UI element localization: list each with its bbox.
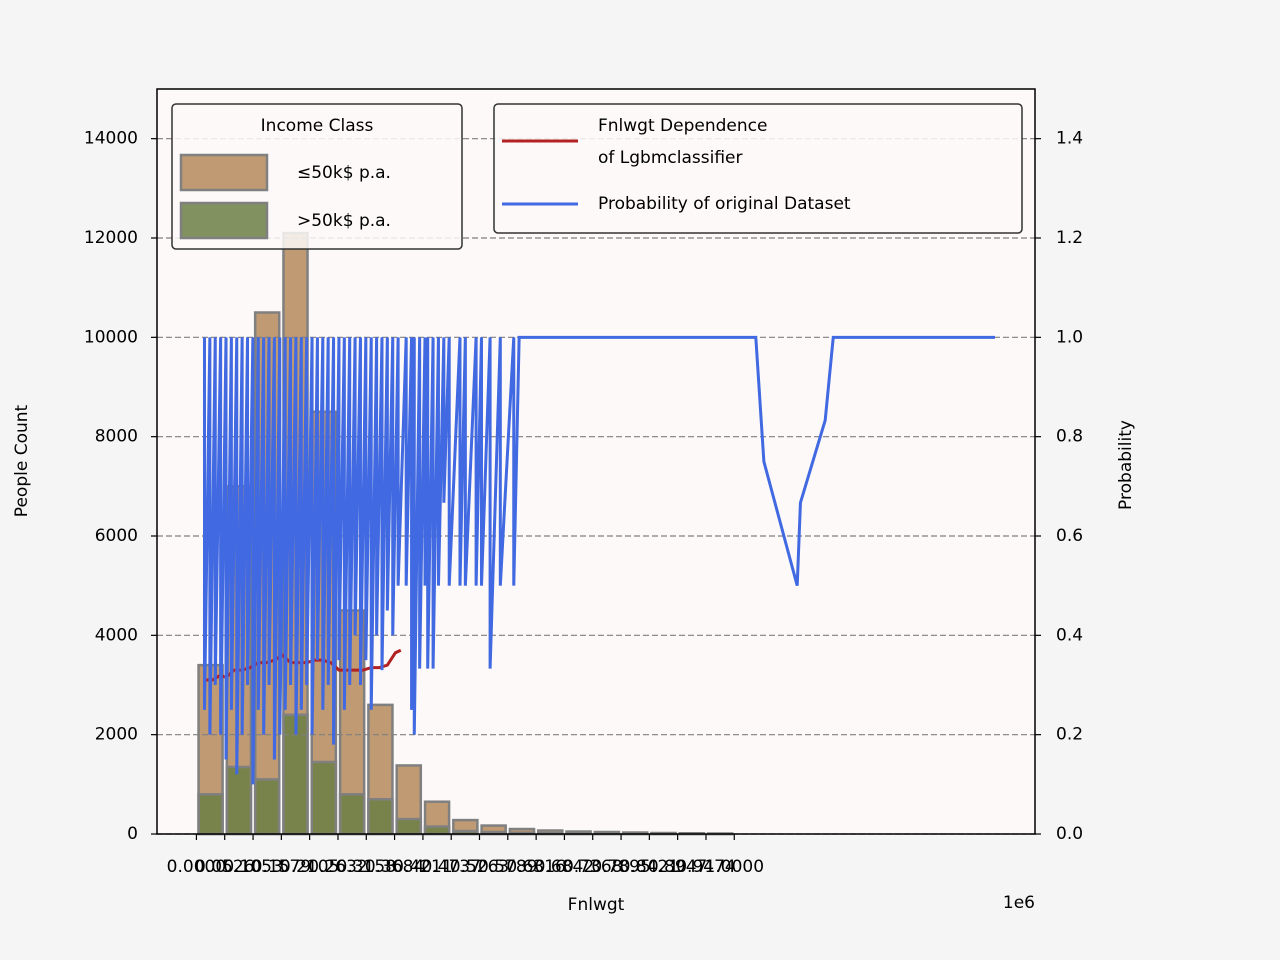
y2-tick-label: 1.4 <box>1056 129 1083 149</box>
y-tick-label: 12000 <box>84 228 138 248</box>
x-tick-label: 0.7895 <box>591 857 650 877</box>
legend-swatch <box>179 153 269 192</box>
x-tick-label: 0.7368 <box>563 857 622 877</box>
line-series <box>202 335 995 785</box>
legend-label: Fnlwgt Dependence of Lgbmclassifier <box>598 116 767 168</box>
x-tick-label: 0.6842 <box>535 857 594 877</box>
y-tick-label: 4000 <box>95 625 138 645</box>
y-axis-label: People Count <box>12 404 32 517</box>
histogram-bar <box>225 765 253 836</box>
legend-label: >50k$ p.a. <box>297 211 391 231</box>
legend-label: ≤50k$ p.a. <box>297 163 391 183</box>
legends: Income Class ≤50k$ p.a. >50k$ p.a. Fnlwgt … <box>171 103 1023 250</box>
x-offset-label: 1e6 <box>1003 893 1035 913</box>
x-tick-label: 0.5789 <box>478 857 537 877</box>
x-tick-label: 0.8421 <box>620 857 679 877</box>
legend-box <box>493 103 1023 234</box>
x-tick-label: 0.2105 <box>280 857 339 877</box>
y-tick-label: 10000 <box>84 327 138 347</box>
histogram-bar <box>197 793 224 836</box>
histogram-bar <box>338 793 366 836</box>
x-tick-label: 0.6316 <box>506 857 565 877</box>
x-tick-label: 0.5263 <box>450 857 509 877</box>
y-tick-label: 2000 <box>95 725 138 745</box>
legend-swatch <box>179 201 269 240</box>
x-tick-label: 0.0000 <box>167 857 226 877</box>
legend-label: Probability of original Dataset <box>598 194 851 214</box>
x-tick-label: 0.4737 <box>421 857 480 877</box>
x-tick-label: 0.0526 <box>195 857 254 877</box>
x-tick-label: 0.8947 <box>648 857 707 877</box>
x-axis-label: Fnlwgt <box>568 895 625 915</box>
y2-tick-label: 0.8 <box>1056 427 1083 447</box>
histogram-bar <box>395 817 423 836</box>
x-tick-label: 0.3158 <box>337 857 396 877</box>
x-tick-label: 0.2632 <box>308 857 367 877</box>
axes-frame <box>156 88 1036 835</box>
y-tick-label: 6000 <box>95 526 138 546</box>
x-tick-label: 0.9474 <box>676 857 735 877</box>
x-tick-label: 0.1053 <box>223 857 282 877</box>
y2-tick-label: 1.2 <box>1056 228 1083 248</box>
x-tick-label: 1.0000 <box>705 857 764 877</box>
y2-tick-label: 1.0 <box>1056 327 1083 347</box>
legend-title: Income Class <box>261 116 374 136</box>
histogram-bar <box>367 797 394 836</box>
y-tick-label: 0 <box>127 824 138 844</box>
y2-axis-label: Probability <box>1116 420 1136 510</box>
histogram-bar <box>310 760 338 836</box>
y2-tick-label: 0.6 <box>1056 526 1083 546</box>
y2-tick-label: 0.0 <box>1056 824 1083 844</box>
x-tick-label: 0.1579 <box>252 857 311 877</box>
x-tick-label: 0.3684 <box>365 857 424 877</box>
histogram-bar <box>253 778 281 836</box>
y2-tick-label: 0.4 <box>1056 625 1083 645</box>
histogram-bar <box>423 825 451 836</box>
y2-tick-label: 0.2 <box>1056 725 1083 745</box>
x-tick-label: 0.4211 <box>393 857 452 877</box>
y-tick-label: 14000 <box>84 129 138 149</box>
y-tick-label: 8000 <box>95 427 138 447</box>
